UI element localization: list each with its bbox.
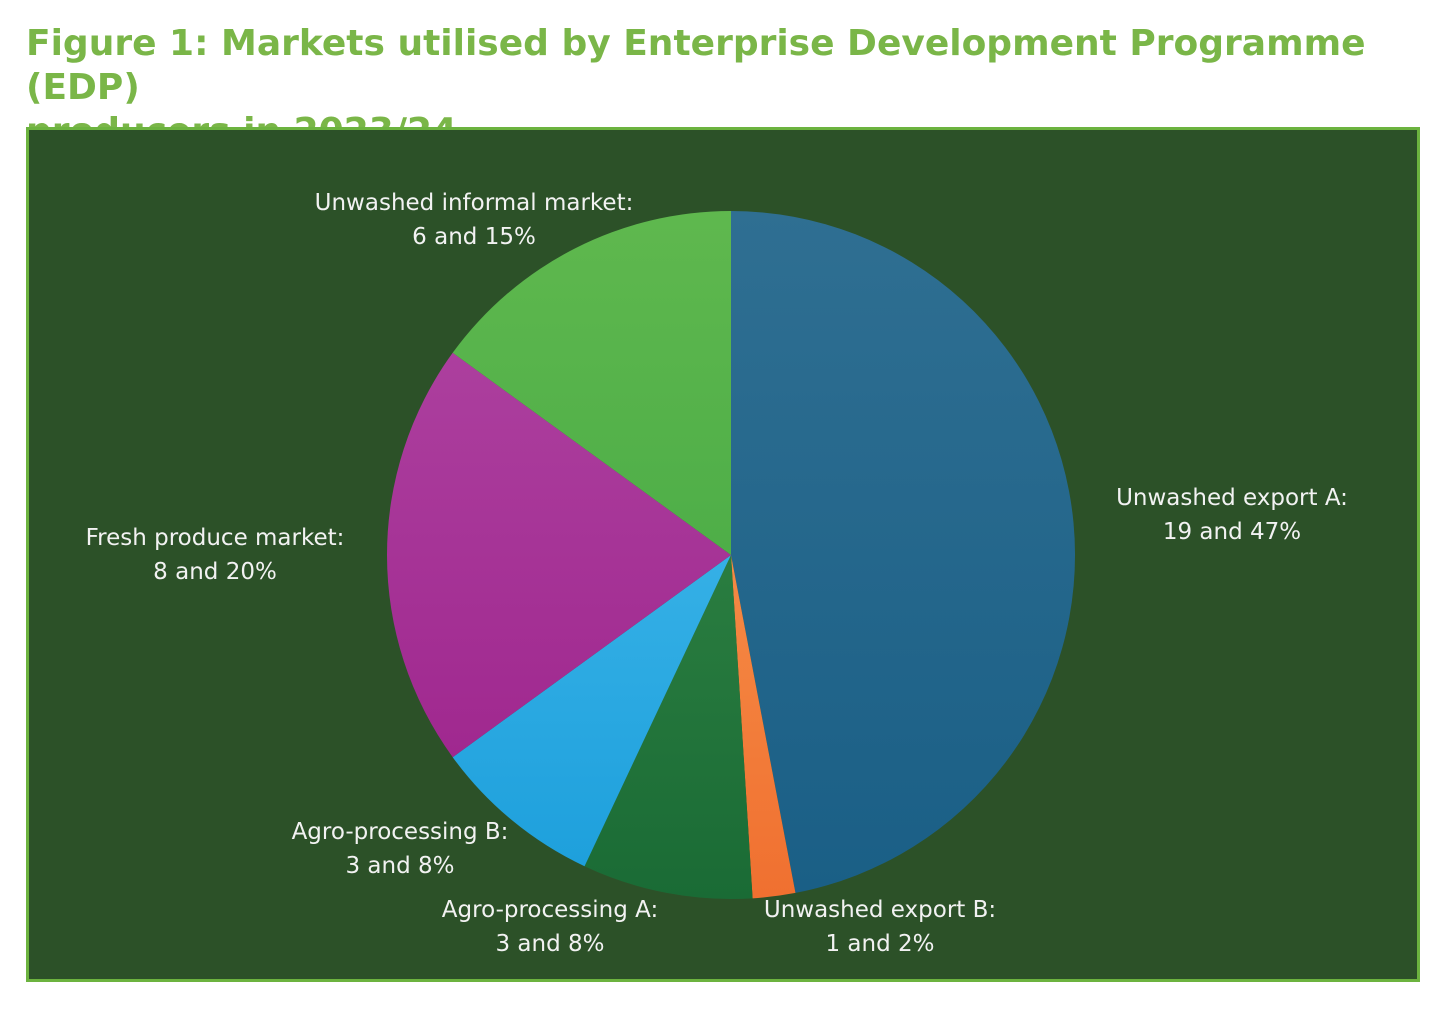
slice-value-4: 8 and 20%: [153, 559, 277, 585]
pie-slice-1: [731, 555, 796, 899]
figure-title-line1: Figure 1: Markets utilised by Enterprise…: [26, 23, 1366, 108]
slice-value-3: 3 and 8%: [345, 853, 454, 879]
slice-value-2: 3 and 8%: [495, 931, 604, 957]
pie-slice-3: [452, 555, 731, 867]
pie-slice-5: [452, 211, 731, 555]
slice-value-1: 1 and 2%: [825, 931, 934, 957]
slice-label-2: Agro-processing A:: [442, 897, 658, 923]
chart-panel: Unwashed export A: 19 and 47% Unwashed exp…: [26, 127, 1420, 982]
pie-chart: Unwashed export A: 19 and 47% Unwashed exp…: [86, 190, 1348, 957]
slice-label-1: Unwashed export B:: [764, 897, 996, 923]
slice-value-5: 6 and 15%: [412, 224, 536, 250]
slice-label-4: Fresh produce market:: [86, 525, 345, 551]
pie-slice-2: [584, 555, 753, 899]
slice-label-5: Unwashed informal market:: [315, 190, 634, 216]
slice-label-3: Agro-processing B:: [292, 819, 509, 845]
pie-slice-0: [731, 211, 1076, 893]
slice-value-0: 19 and 47%: [1163, 519, 1301, 545]
slice-label-0: Unwashed export A:: [1116, 485, 1348, 511]
pie-slice-4: [387, 352, 731, 758]
